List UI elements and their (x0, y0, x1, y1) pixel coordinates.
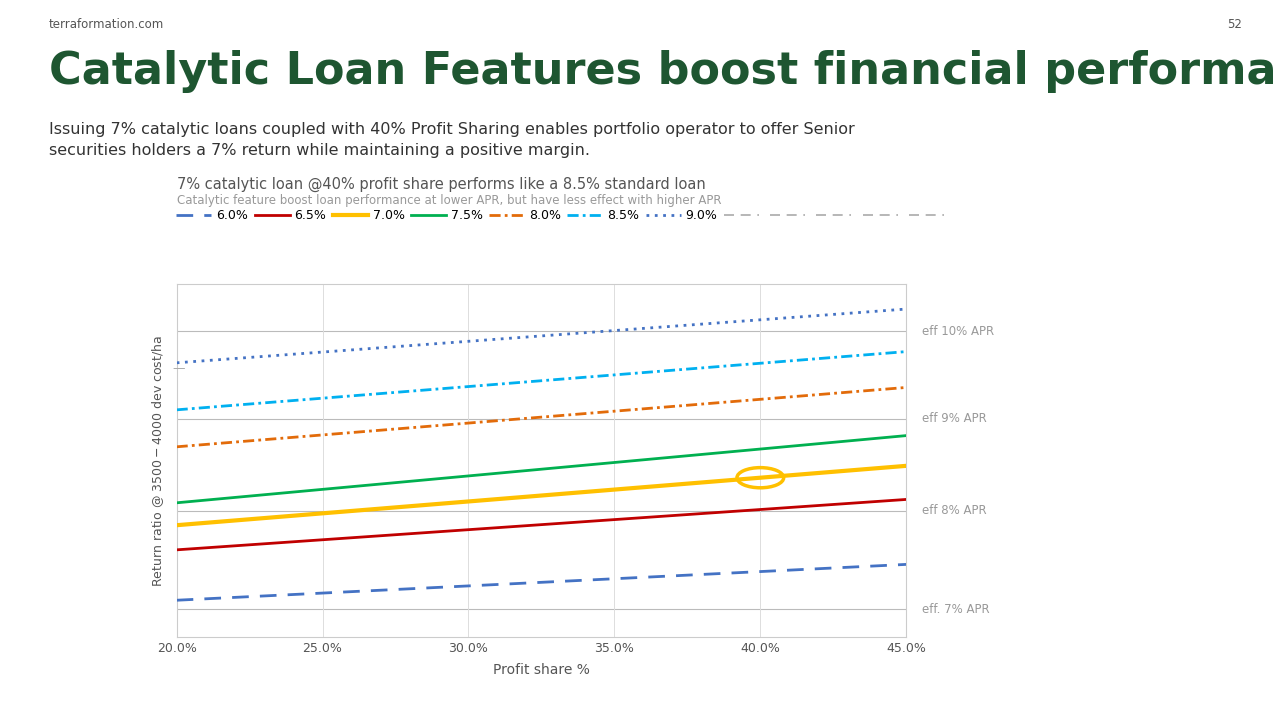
Text: Issuing 7% catalytic loans coupled with 40% Profit Sharing enables portfolio ope: Issuing 7% catalytic loans coupled with … (49, 122, 854, 158)
Y-axis label: Return ratio @ $3500-$4000 dev cost/ha: Return ratio @ $3500-$4000 dev cost/ha (150, 335, 165, 587)
Text: eff 9% APR: eff 9% APR (922, 413, 987, 426)
Text: Catalytic Loan Features boost financial performance: Catalytic Loan Features boost financial … (49, 50, 1280, 94)
Legend: 6.0%, 6.5%, 7.0%, 7.5%, 8.0%, 8.5%, 9.0%, , , , , : 6.0%, 6.5%, 7.0%, 7.5%, 8.0%, 8.5%, 9.0%… (177, 210, 948, 222)
Text: 7% catalytic loan @40% profit share performs like a 8.5% standard loan: 7% catalytic loan @40% profit share perf… (177, 176, 705, 192)
Text: Catalytic feature boost loan performance at lower APR, but have less effect with: Catalytic feature boost loan performance… (177, 194, 721, 207)
Text: eff 8% APR: eff 8% APR (922, 504, 986, 517)
X-axis label: Profit share %: Profit share % (493, 663, 590, 678)
Text: eff 10% APR: eff 10% APR (922, 325, 993, 338)
Text: terraformation.com: terraformation.com (49, 18, 164, 31)
Text: eff. 7% APR: eff. 7% APR (922, 603, 989, 616)
Text: —: — (173, 362, 189, 375)
Text: 52: 52 (1226, 18, 1242, 31)
